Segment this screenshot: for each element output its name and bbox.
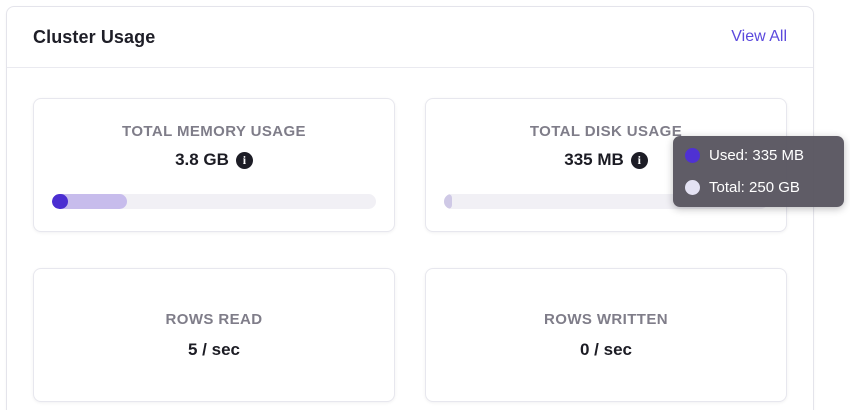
panel-header: Cluster Usage View All	[7, 7, 813, 68]
tooltip-used-row: Used: 335 MB	[685, 147, 832, 164]
card-grid: TOTAL MEMORY USAGE 3.8 GB i TOTAL DISK U…	[7, 68, 813, 410]
disk-usage-value: 335 MB	[564, 150, 624, 169]
rows-read-card: ROWS READ 5 / sec	[33, 268, 395, 402]
disk-usage-label: TOTAL DISK USAGE	[529, 123, 683, 140]
rows-written-value-row: 0 / sec	[580, 340, 632, 360]
rows-written-card: ROWS WRITTEN 0 / sec	[425, 268, 787, 402]
tooltip-total-text: Total: 250 GB	[709, 179, 800, 196]
memory-usage-value: 3.8 GB	[175, 150, 229, 169]
rows-written-value: 0 / sec	[580, 339, 632, 359]
view-all-link[interactable]: View All	[731, 28, 787, 45]
info-icon[interactable]: i	[235, 151, 253, 169]
memory-usage-progress-track	[52, 194, 376, 209]
cluster-usage-panel: Cluster Usage View All TOTAL MEMORY USAG…	[6, 6, 814, 410]
rows-read-value-row: 5 / sec	[188, 340, 240, 360]
tooltip-total-row: Total: 250 GB	[685, 179, 832, 196]
used-dot-icon	[685, 148, 700, 163]
memory-usage-value-row: 3.8 GB i	[175, 150, 253, 170]
total-dot-icon	[685, 180, 700, 195]
disk-used-bar	[444, 194, 453, 209]
disk-usage-value-row: 335 MB i	[564, 150, 648, 170]
page-title: Cluster Usage	[33, 26, 156, 47]
memory-usage-card: TOTAL MEMORY USAGE 3.8 GB i	[33, 98, 395, 232]
disk-usage-tooltip: Used: 335 MB Total: 250 GB	[673, 136, 844, 207]
memory-used-bar	[52, 194, 69, 209]
info-icon[interactable]: i	[630, 151, 648, 169]
memory-usage-label: TOTAL MEMORY USAGE	[122, 123, 306, 140]
rows-read-label: ROWS READ	[165, 310, 263, 328]
memory-allocated-bar	[52, 194, 127, 209]
rows-written-label: ROWS WRITTEN	[544, 310, 668, 328]
tooltip-used-text: Used: 335 MB	[709, 147, 805, 164]
rows-read-value: 5 / sec	[188, 339, 240, 359]
